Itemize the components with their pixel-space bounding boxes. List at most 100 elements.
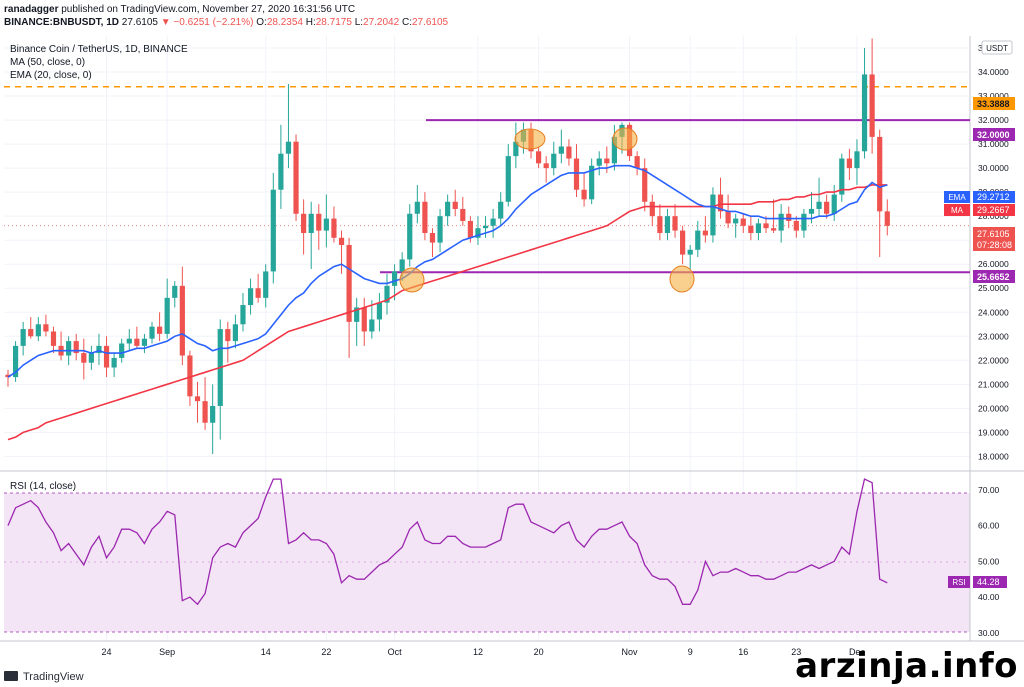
rsi-legend[interactable]: RSI (14, close) — [10, 481, 76, 492]
candle[interactable] — [869, 38, 875, 154]
candle[interactable] — [566, 139, 572, 166]
candle[interactable] — [778, 204, 784, 243]
candle[interactable] — [323, 194, 329, 248]
candle[interactable] — [346, 237, 352, 358]
ma50-line[interactable] — [7, 184, 888, 441]
candle[interactable] — [293, 134, 299, 221]
candle[interactable] — [119, 338, 125, 363]
candle[interactable] — [854, 139, 860, 185]
ema-legend[interactable]: EMA (20, close, 0) — [10, 70, 92, 81]
candle[interactable] — [551, 141, 557, 176]
candle[interactable] — [376, 293, 383, 332]
author-name[interactable]: ranadagger — [4, 4, 59, 15]
candle[interactable] — [687, 244, 693, 270]
candle[interactable] — [354, 297, 360, 346]
candle[interactable] — [498, 192, 504, 226]
candle[interactable] — [877, 129, 883, 258]
candle[interactable] — [861, 48, 868, 159]
candle[interactable] — [558, 129, 564, 164]
candle[interactable] — [740, 213, 746, 233]
candle[interactable] — [225, 321, 231, 363]
candle[interactable] — [202, 377, 208, 430]
candle[interactable] — [285, 84, 292, 169]
candle[interactable] — [103, 336, 110, 378]
candle[interactable] — [680, 225, 686, 265]
candle[interactable] — [255, 273, 261, 303]
candle[interactable] — [513, 122, 519, 169]
candle[interactable] — [710, 187, 716, 243]
candle[interactable] — [217, 319, 223, 440]
candle[interactable] — [770, 199, 777, 233]
ema20-line[interactable] — [7, 164, 888, 378]
candle[interactable] — [194, 381, 201, 423]
candle[interactable] — [831, 184, 837, 221]
candle[interactable] — [445, 194, 451, 226]
candle[interactable] — [702, 216, 708, 243]
candle[interactable] — [391, 264, 398, 301]
candle[interactable] — [414, 184, 420, 224]
candle[interactable] — [407, 204, 413, 267]
candle[interactable] — [210, 384, 216, 454]
candle[interactable] — [452, 189, 458, 217]
candle[interactable] — [331, 206, 337, 243]
candle[interactable] — [263, 264, 269, 308]
candle[interactable] — [649, 194, 655, 226]
candle[interactable] — [172, 281, 178, 308]
candle[interactable] — [657, 204, 663, 241]
candle[interactable] — [247, 278, 254, 315]
candle[interactable] — [338, 230, 345, 274]
candle[interactable] — [422, 192, 428, 241]
candle[interactable] — [634, 151, 640, 176]
candle[interactable] — [278, 124, 284, 209]
candle[interactable] — [149, 321, 155, 344]
candle[interactable] — [604, 146, 610, 173]
candle[interactable] — [664, 208, 671, 241]
currency-badge[interactable]: USDT — [981, 40, 1013, 55]
candle[interactable] — [187, 350, 193, 406]
candle[interactable] — [96, 333, 102, 366]
candle[interactable] — [316, 204, 322, 250]
candle[interactable] — [581, 172, 587, 207]
candle[interactable] — [596, 151, 602, 176]
candle[interactable] — [134, 326, 140, 349]
candle[interactable] — [573, 144, 580, 197]
candle[interactable] — [733, 213, 739, 238]
candle[interactable] — [695, 220, 701, 258]
candle[interactable] — [536, 146, 542, 169]
rsi-line[interactable] — [7, 478, 888, 606]
candle[interactable] — [81, 338, 87, 380]
candle[interactable] — [672, 204, 678, 238]
candle[interactable] — [179, 266, 185, 366]
candle[interactable] — [5, 369, 11, 387]
candle[interactable] — [28, 317, 34, 339]
candle[interactable] — [839, 153, 845, 202]
candle[interactable] — [88, 345, 94, 370]
candle[interactable] — [35, 317, 41, 342]
candle[interactable] — [611, 124, 617, 171]
candle[interactable] — [482, 216, 489, 238]
candle[interactable] — [361, 297, 367, 346]
candle[interactable] — [589, 158, 595, 205]
candle[interactable] — [816, 177, 822, 217]
candle[interactable] — [270, 172, 276, 284]
candle[interactable] — [12, 341, 19, 382]
candle[interactable] — [475, 216, 481, 245]
candle[interactable] — [543, 156, 549, 183]
candle[interactable] — [301, 199, 307, 255]
candle[interactable] — [786, 206, 792, 229]
candle[interactable] — [755, 218, 762, 241]
candle[interactable] — [505, 144, 511, 207]
candle[interactable] — [717, 177, 724, 219]
candle[interactable] — [460, 196, 466, 226]
candle[interactable] — [429, 228, 436, 258]
candle[interactable] — [43, 314, 49, 337]
candle[interactable] — [141, 333, 148, 354]
candle[interactable] — [824, 194, 830, 219]
candle[interactable] — [642, 158, 648, 212]
candle[interactable] — [73, 333, 79, 361]
candle[interactable] — [490, 208, 496, 238]
candle[interactable] — [240, 293, 246, 332]
candle[interactable] — [126, 329, 132, 351]
tradingview-logo[interactable]: TradingView — [4, 671, 84, 683]
